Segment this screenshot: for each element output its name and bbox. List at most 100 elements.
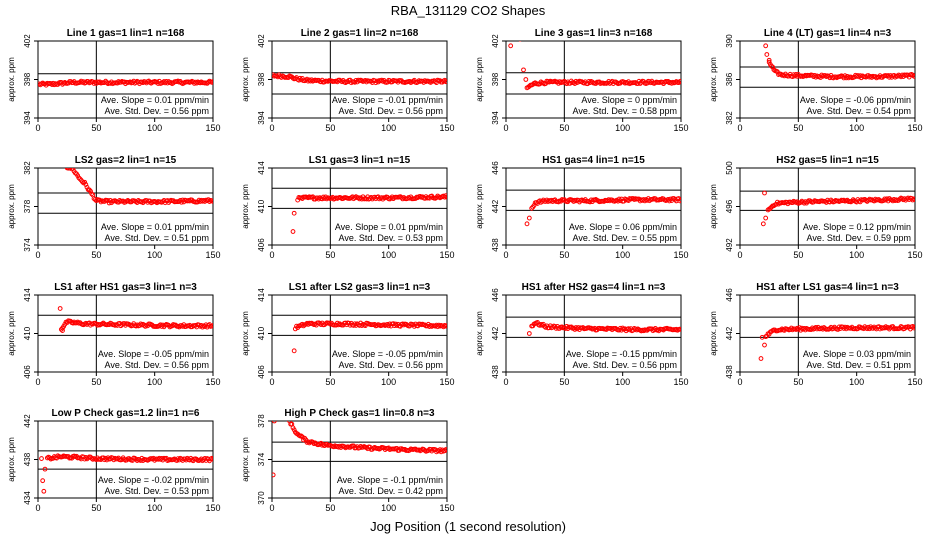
- plot-area: [740, 41, 915, 118]
- data-point: [82, 179, 88, 185]
- x-tick-label: 100: [849, 377, 864, 387]
- data-point: [835, 327, 841, 332]
- y-axis-label: approx. ppm: [7, 57, 16, 102]
- data-point: [620, 325, 626, 331]
- slope-annotation: Ave. Slope = -0.1 ppm/min: [337, 475, 443, 485]
- x-tick-label: 150: [907, 250, 922, 260]
- y-tick-label: 394: [23, 111, 32, 125]
- data-point: [166, 79, 172, 84]
- y-tick-label: 446: [725, 288, 734, 302]
- data-point: [57, 306, 63, 311]
- data-point: [379, 77, 385, 83]
- data-point: [442, 448, 447, 454]
- x-tick-label: 100: [615, 123, 630, 133]
- x-tick-label: 100: [849, 250, 864, 260]
- x-tick-label: 100: [849, 123, 864, 133]
- plot-area: [272, 41, 447, 118]
- std-dev-annotation: Ave. Std. Dev. = 0.53 ppm: [105, 486, 209, 496]
- slope-annotation: Ave. Slope = 0.01 ppm/min: [335, 222, 443, 232]
- panel-title: Line 1 gas=1 lin=1 n=168: [67, 28, 185, 39]
- panel-title: LS1 gas=3 lin=1 n=15: [309, 155, 411, 166]
- slope-annotation: Ave. Slope = -0.01 ppm/min: [332, 95, 443, 105]
- chart-panel: LS1 gas=3 lin=1 n=15 approx. ppm 0 50 100 150…: [241, 155, 455, 260]
- data-point: [444, 79, 447, 84]
- y-tick-label: 406: [23, 365, 32, 379]
- plot-area: [38, 168, 213, 245]
- x-tick-label: 100: [147, 123, 162, 133]
- data-point: [40, 478, 46, 484]
- std-dev-annotation: Ave. Std. Dev. = 0.56 ppm: [105, 106, 209, 116]
- data-point: [69, 168, 75, 172]
- y-tick-label: 410: [257, 199, 266, 213]
- y-tick-label: 394: [257, 111, 266, 125]
- chart-panel: LS2 gas=2 lin=1 n=15 approx. ppm 0 50 100 150…: [7, 155, 221, 260]
- y-tick-label: 438: [491, 238, 500, 252]
- y-tick-label: 442: [491, 326, 500, 340]
- x-tick-label: 0: [35, 123, 40, 133]
- panel-title: Line 2 gas=1 lin=2 n=168: [301, 28, 419, 39]
- data-point: [882, 196, 888, 202]
- plot-area: [506, 168, 681, 245]
- data-point: [210, 79, 213, 84]
- data-point: [762, 342, 767, 348]
- chart-panel: Line 1 gas=1 lin=1 n=168 approx. ppm 0 50 10…: [7, 28, 221, 133]
- data-point: [794, 325, 800, 331]
- x-tick-label: 100: [381, 123, 396, 133]
- x-tick-label: 0: [503, 123, 508, 133]
- x-tick-label: 50: [559, 250, 569, 260]
- slope-annotation: Ave. Slope = 0.01 ppm/min: [101, 95, 209, 105]
- y-axis-label: approx. ppm: [709, 184, 718, 229]
- plot-area: [506, 41, 681, 118]
- y-tick-label: 410: [23, 326, 32, 340]
- data-point: [769, 204, 774, 210]
- x-tick-label: 50: [91, 250, 101, 260]
- x-tick-label: 50: [793, 377, 803, 387]
- panel-title: LS1 after HS1 gas=3 lin=1 n=3: [54, 282, 197, 293]
- x-tick-label: 150: [439, 503, 454, 513]
- std-dev-annotation: Ave. Std. Dev. = 0.55 ppm: [573, 233, 677, 243]
- data-point: [209, 455, 213, 461]
- x-tick-label: 50: [91, 377, 101, 387]
- y-axis-label: approx. ppm: [475, 184, 484, 229]
- plot-area: [740, 168, 915, 245]
- data-point: [526, 331, 532, 336]
- data-point: [523, 77, 529, 82]
- y-axis-label: approx. ppm: [241, 57, 250, 102]
- x-tick-label: 100: [381, 503, 396, 513]
- data-point: [535, 320, 540, 325]
- y-tick-label: 438: [725, 365, 734, 379]
- data-point: [292, 326, 298, 332]
- y-tick-label: 500: [725, 161, 734, 175]
- x-tick-label: 50: [325, 123, 335, 133]
- y-axis-label: approx. ppm: [709, 57, 718, 102]
- data-point: [855, 73, 861, 78]
- y-tick-label: 370: [257, 491, 266, 505]
- data-point: [678, 78, 681, 84]
- std-dev-annotation: Ave. Std. Dev. = 0.56 ppm: [105, 360, 209, 370]
- data-point: [358, 320, 364, 326]
- x-tick-label: 150: [439, 250, 454, 260]
- y-tick-label: 442: [491, 199, 500, 213]
- panel-title: High P Check gas=1 lin=0.8 n=3: [284, 408, 435, 419]
- x-tick-label: 100: [147, 250, 162, 260]
- y-tick-label: 406: [257, 238, 266, 252]
- y-tick-label: 410: [257, 326, 266, 340]
- panel-title: Line 4 (LT) gas=1 lin=4 n=3: [764, 28, 892, 39]
- data-point: [444, 194, 447, 200]
- y-axis-label: approx. ppm: [7, 311, 16, 356]
- chart-panel: Line 4 (LT) gas=1 lin=4 n=3 approx. ppm 0 5…: [709, 28, 923, 133]
- data-point: [529, 205, 535, 211]
- data-point: [770, 64, 776, 70]
- data-point: [764, 52, 770, 57]
- y-tick-label: 378: [257, 414, 266, 428]
- data-point: [910, 197, 915, 203]
- y-tick-label: 414: [23, 288, 32, 302]
- plot-area: [740, 295, 915, 372]
- x-tick-label: 0: [737, 123, 742, 133]
- y-tick-label: 442: [725, 326, 734, 340]
- x-tick-label: 50: [325, 250, 335, 260]
- chart-panel: HS1 after HS2 gas=4 lin=1 n=3 approx. ppm…: [475, 282, 689, 387]
- plot-area: [38, 295, 213, 372]
- x-tick-label: 0: [269, 250, 274, 260]
